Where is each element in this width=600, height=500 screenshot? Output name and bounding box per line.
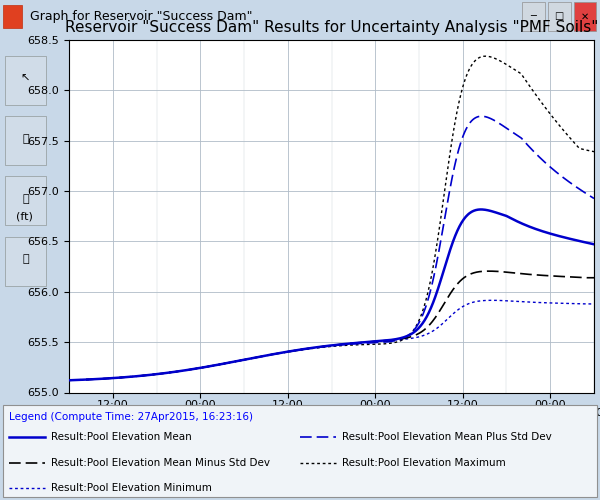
Text: Result:Pool Elevation Maximum: Result:Pool Elevation Maximum [342, 458, 506, 468]
Text: □: □ [554, 12, 564, 22]
Text: 🖨: 🖨 [22, 254, 29, 264]
Text: Legend (Compute Time: 27Apr2015, 16:23:16): Legend (Compute Time: 27Apr2015, 16:23:1… [9, 412, 253, 422]
Text: 📊: 📊 [22, 194, 29, 204]
Bar [5, 236, 46, 286]
Title: Reservoir "Success Dam" Results for Uncertainty Analysis "PMF Soils": Reservoir "Success Dam" Results for Unce… [65, 20, 598, 34]
Text: ✕: ✕ [581, 12, 589, 22]
Text: ─: ─ [530, 12, 536, 22]
Bar [574, 2, 596, 32]
Text: 🔍: 🔍 [22, 134, 29, 143]
Bar [522, 2, 545, 32]
Text: |: | [198, 408, 202, 421]
Text: 05Dec1966: 05Dec1966 [256, 423, 320, 433]
Text: 06Dec1966: 06Dec1966 [431, 423, 494, 433]
Bar [3, 5, 22, 28]
Text: ↖: ↖ [21, 73, 30, 83]
Bar [548, 2, 571, 32]
Text: 04Dec1966: 04Dec1966 [103, 423, 167, 433]
Text: Result:Pool Elevation Mean Plus Std Dev: Result:Pool Elevation Mean Plus Std Dev [342, 432, 552, 442]
Text: |: | [548, 408, 553, 421]
Text: 00:0|: 00:0| [581, 408, 600, 418]
Y-axis label: (ft): (ft) [16, 211, 33, 221]
Bar [5, 116, 46, 165]
Text: Result:Pool Elevation Minimum: Result:Pool Elevation Minimum [51, 484, 212, 494]
Bar [5, 56, 46, 104]
Text: |: | [373, 408, 377, 421]
Text: Graph for Reservoir "Success Dam": Graph for Reservoir "Success Dam" [30, 10, 253, 23]
Text: Result:Pool Elevation Mean Minus Std Dev: Result:Pool Elevation Mean Minus Std Dev [51, 458, 270, 468]
Bar [5, 176, 46, 226]
Text: Result:Pool Elevation Mean: Result:Pool Elevation Mean [51, 432, 192, 442]
